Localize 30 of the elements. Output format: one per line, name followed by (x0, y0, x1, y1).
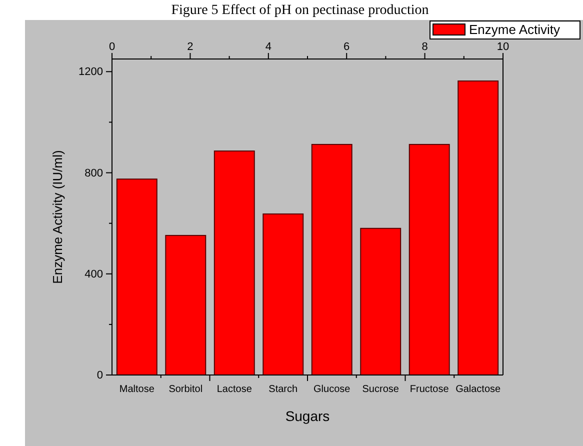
y-tick-label: 400 (84, 268, 103, 280)
x2-tick-label: 4 (265, 41, 272, 53)
x-axis-title: Sugars (285, 408, 330, 424)
x-tick-label: Fructose (410, 384, 450, 395)
x-tick-label: Maltose (119, 384, 155, 395)
x-tick-label: Starch (268, 384, 298, 395)
bar (458, 80, 499, 376)
x2-tick-label: 10 (496, 41, 510, 53)
x-tick-label: Sucrose (362, 384, 400, 395)
x-tick-label: Sorbitol (168, 384, 203, 395)
x2-tick-label: 6 (344, 41, 350, 53)
x2-tick-label: 2 (187, 41, 194, 53)
x2-tick-label: 8 (422, 41, 428, 53)
chart-title: Figure 5 Effect of pH on pectinase production (171, 3, 429, 18)
bar (360, 228, 402, 376)
y-tick-label: 1200 (78, 66, 103, 78)
y-tick-label: 0 (96, 370, 103, 382)
x-tick-label: Glucose (314, 384, 351, 395)
bar (311, 144, 352, 376)
y-tick-label: 800 (84, 167, 103, 180)
x2-tick-label: 0 (108, 41, 116, 53)
bar (165, 234, 206, 376)
x-tick-label: Galactose (456, 384, 502, 395)
bar (262, 213, 304, 376)
x-tick-label: Lactose (216, 384, 252, 395)
bar (408, 144, 450, 376)
y-axis-title: Enzyme Activity (IU/ml) (50, 150, 65, 284)
text: Enzyme Activity (469, 22, 561, 37)
bar (116, 178, 158, 376)
bar (214, 150, 255, 376)
